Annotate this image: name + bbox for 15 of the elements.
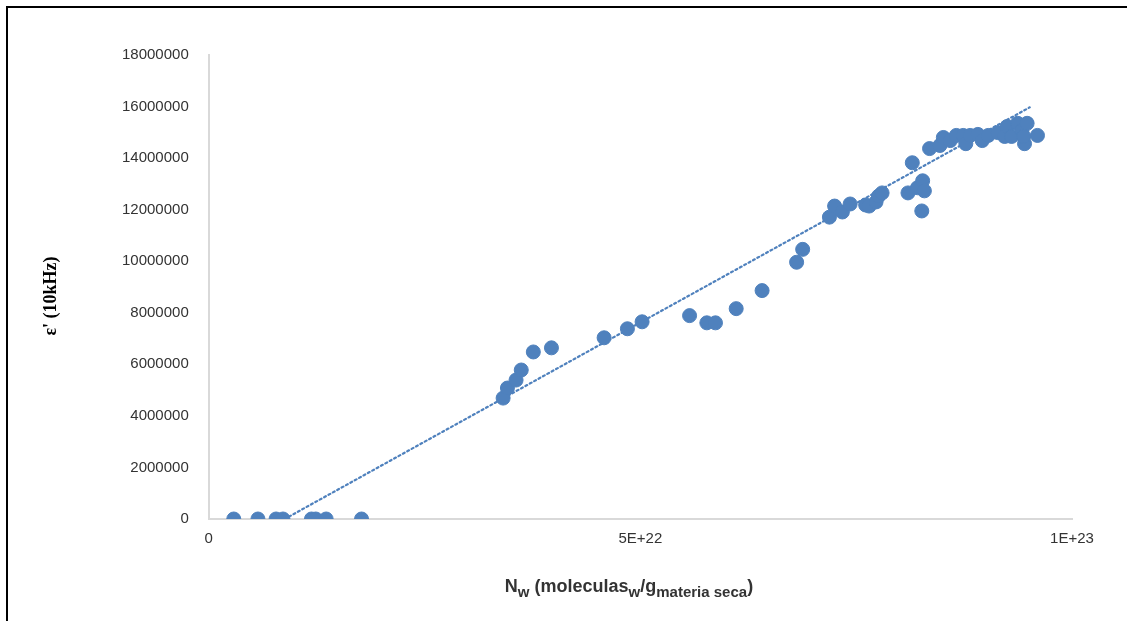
y-tick-label: 6000000: [130, 354, 189, 372]
x-tick-label: 5E+22: [618, 529, 663, 547]
x-tick-label: 1E+23: [1050, 529, 1094, 547]
y-tick-label: 2000000: [130, 457, 189, 475]
x-tick-label: 0: [204, 529, 213, 547]
y-tick-label: 14000000: [121, 148, 189, 166]
y-tick-label: 12000000: [121, 199, 189, 217]
x-axis-title: N$_{w}$ (moleculas$_{w}$/g$_{materia seca}$): [503, 576, 755, 600]
y-tick-label: 10000000: [121, 251, 189, 269]
y-tick-label: 18000000: [121, 45, 189, 63]
y-axis-title: ε' (10kHz): [39, 256, 61, 336]
y-tick-label: 8000000: [130, 302, 189, 320]
y-tick-label: 4000000: [130, 406, 189, 424]
y-tick-label: 0: [180, 509, 189, 527]
y-tick-label: 16000000: [121, 96, 189, 114]
